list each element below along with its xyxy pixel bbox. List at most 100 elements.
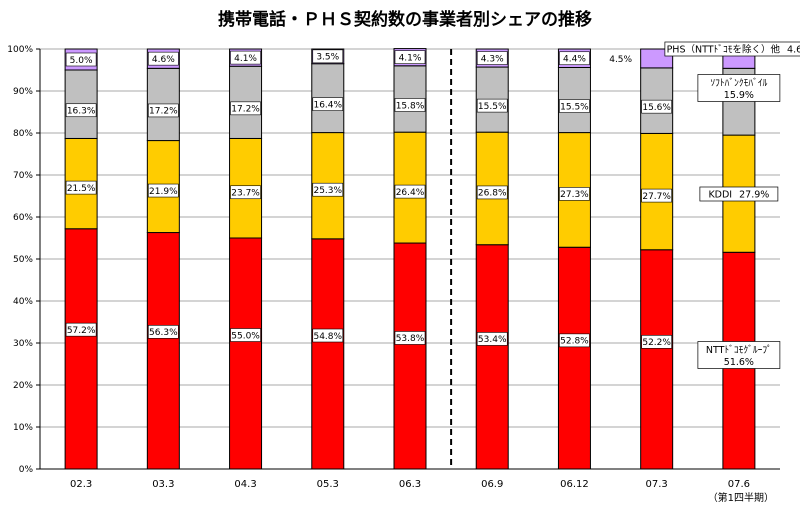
data-label: 26.8%: [476, 185, 508, 200]
x-tick-label: 04.3: [234, 479, 256, 490]
y-tick-label: 60%: [13, 213, 33, 223]
data-label-box: [312, 97, 344, 111]
data-label-text: 5.0%: [70, 56, 93, 66]
data-label-box: [394, 98, 426, 112]
data-label-text: 4.3%: [481, 54, 504, 64]
data-label: 52.2%: [641, 335, 672, 349]
data-label-text: 27.7%: [642, 192, 671, 202]
data-label: 15.6%: [641, 99, 672, 114]
data-label-text: 52.2%: [642, 338, 671, 348]
data-label-box: [641, 335, 672, 349]
data-label-box: [65, 180, 97, 195]
data-label-text: 53.8%: [396, 334, 425, 344]
y-tick-label: 100%: [7, 45, 33, 55]
data-label: 4.1%: [394, 50, 426, 64]
data-label-text: 26.8%: [478, 189, 507, 199]
data-label-box: [65, 322, 97, 337]
label-layer: 57.2% 21.5% 16.3% 5.0% 56.3% 21.9% 17.2% 4.6% 55…: [65, 49, 672, 349]
y-tick-label: 90%: [13, 87, 33, 97]
data-label-text: 17.2%: [149, 107, 178, 117]
x-tick-label: 07.3: [646, 479, 668, 490]
data-label-text: 21.5%: [67, 184, 96, 194]
series-legend-box: [699, 186, 779, 202]
data-label-box: [559, 51, 590, 66]
data-label: 17.2%: [230, 101, 261, 116]
series-legend-label: PHS（NTTﾄﾞｺﾓを除く）他 4.6%: [664, 41, 800, 57]
data-label-box: [230, 50, 261, 65]
y-tick-label: 30%: [13, 339, 33, 349]
chart-title: 携帯電話・ＰＨＳ契約数の事業者別シェアの推移: [218, 9, 592, 30]
data-label: 54.8%: [312, 328, 344, 343]
series-legend-label: KDDI 27.9%: [699, 186, 779, 202]
data-label-box: [559, 333, 590, 348]
data-label-box: [641, 188, 672, 203]
series-value: 4.6%: [787, 45, 800, 56]
data-label-text: 57.2%: [67, 326, 96, 336]
data-label-text: 16.4%: [313, 100, 342, 110]
series-name: NTTﾄﾞｺﾓｸﾞﾙｰﾌﾟ: [706, 345, 772, 356]
data-label: 21.5%: [65, 180, 97, 195]
data-label: 27.7%: [641, 188, 672, 203]
data-label-text: 15.5%: [478, 102, 507, 112]
x-tick-label: 06.9: [481, 479, 503, 490]
data-label: 15.5%: [476, 98, 508, 113]
data-label: 57.2%: [65, 322, 97, 337]
data-label-box: [559, 187, 590, 201]
series-legend-box: [697, 341, 781, 369]
data-label: 21.9%: [148, 183, 179, 198]
data-label-box: [476, 98, 508, 113]
series-legend-text: PHS（NTTﾄﾞｺﾓを除く）他 4.6%: [667, 44, 800, 56]
data-label: 4.6%: [148, 51, 179, 66]
data-label-box: [230, 101, 261, 116]
data-label-text: 23.7%: [231, 189, 260, 199]
data-label-box: [312, 49, 344, 64]
data-label-text: 4.4%: [563, 55, 586, 65]
x-tick-label: 02.3: [70, 479, 92, 490]
data-label-box: [148, 325, 179, 339]
data-label: 4.1%: [230, 50, 261, 65]
data-label-text: 15.5%: [560, 102, 589, 112]
data-label-text: 4.1%: [234, 54, 257, 64]
y-tick-label: 10%: [13, 423, 33, 433]
x-tick-label: 06.3: [399, 479, 421, 490]
bar-segment: [229, 237, 263, 470]
series-legend-text: KDDI 27.9%: [708, 190, 769, 201]
data-label-text: 56.3%: [149, 328, 178, 338]
data-label: 4.5%: [609, 55, 632, 65]
data-label: 16.3%: [65, 103, 97, 118]
bar-segment: [640, 249, 674, 470]
data-label-box: [394, 50, 426, 64]
data-label-text: 52.8%: [560, 337, 589, 347]
data-label: 3.5%: [312, 49, 344, 64]
series-name: ｿﾌﾄﾊﾞﾝｸﾓﾊﾞｲﾙ: [710, 78, 767, 89]
data-label-text: 3.5%: [316, 53, 339, 63]
data-label: 56.3%: [148, 325, 179, 339]
data-label-text: 53.4%: [478, 335, 507, 345]
bar-segment: [557, 246, 591, 470]
data-label: 53.4%: [476, 332, 508, 346]
series-legend-box: [664, 41, 800, 57]
series-value: 27.9%: [739, 190, 769, 201]
data-label: 15.8%: [394, 98, 426, 112]
data-label-box: [476, 51, 508, 65]
axis-layer: 0% 10% 20% 30% 40% 50% 60% 70% 80% 90% 100% 02.3 03.…: [7, 45, 780, 504]
data-label-box: [65, 103, 97, 118]
data-label-box: [65, 52, 97, 67]
data-label-text: 21.9%: [149, 187, 178, 197]
data-label-box: [394, 184, 426, 199]
bar-segment: [311, 238, 345, 470]
bar-segment: [393, 242, 427, 470]
data-label-box: [230, 185, 261, 200]
x-tick-label: 07.6: [728, 479, 750, 490]
data-label-text: 4.5%: [609, 55, 632, 65]
data-label-text: 55.0%: [231, 331, 260, 341]
data-label-text: 25.3%: [313, 186, 342, 196]
y-tick-label: 0%: [19, 465, 34, 475]
data-label-box: [148, 103, 179, 118]
data-label: 52.8%: [559, 333, 590, 348]
data-label-text: 54.8%: [313, 332, 342, 342]
bar-segment: [64, 228, 98, 470]
series-legend-box: [697, 74, 781, 102]
